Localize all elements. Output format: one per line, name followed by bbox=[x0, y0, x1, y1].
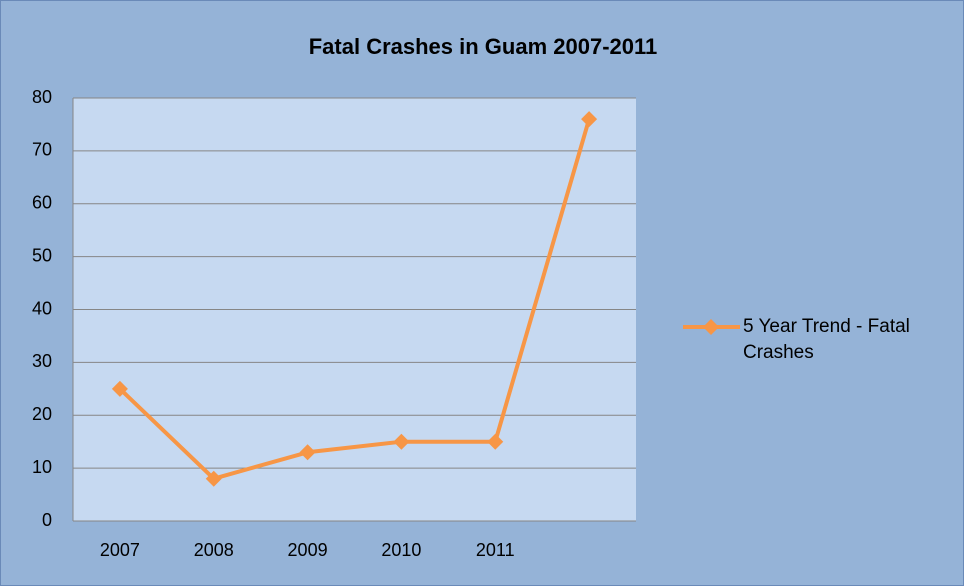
chart-title: Fatal Crashes in Guam 2007-2011 bbox=[309, 34, 658, 59]
y-tick-label: 60 bbox=[32, 193, 52, 213]
y-tick-label: 0 bbox=[42, 510, 52, 530]
x-tick-label: 2007 bbox=[100, 540, 140, 560]
y-tick-label: 50 bbox=[32, 245, 52, 265]
point-marker bbox=[111, 380, 128, 397]
point-marker bbox=[205, 470, 222, 487]
y-tick-label: 20 bbox=[32, 404, 52, 424]
y-tick-label: 80 bbox=[32, 87, 52, 107]
point-marker bbox=[393, 433, 410, 450]
x-tick-label: 2011 bbox=[476, 540, 515, 560]
y-tick-label: 10 bbox=[32, 457, 52, 477]
point-marker bbox=[299, 444, 316, 461]
y-tick-label: 70 bbox=[32, 140, 52, 160]
x-tick-label: 2009 bbox=[288, 540, 328, 560]
series-line bbox=[118, 118, 592, 481]
point-marker bbox=[581, 111, 598, 128]
x-tick-label: 2008 bbox=[194, 540, 234, 560]
legend-label: 5 Year Trend - Fatal Crashes bbox=[743, 316, 910, 363]
point-marker bbox=[487, 433, 504, 450]
x-tick-label: 2010 bbox=[381, 540, 421, 560]
legend-marker bbox=[703, 319, 719, 335]
y-tick-label: 30 bbox=[32, 351, 52, 371]
y-tick-label: 40 bbox=[32, 298, 52, 318]
